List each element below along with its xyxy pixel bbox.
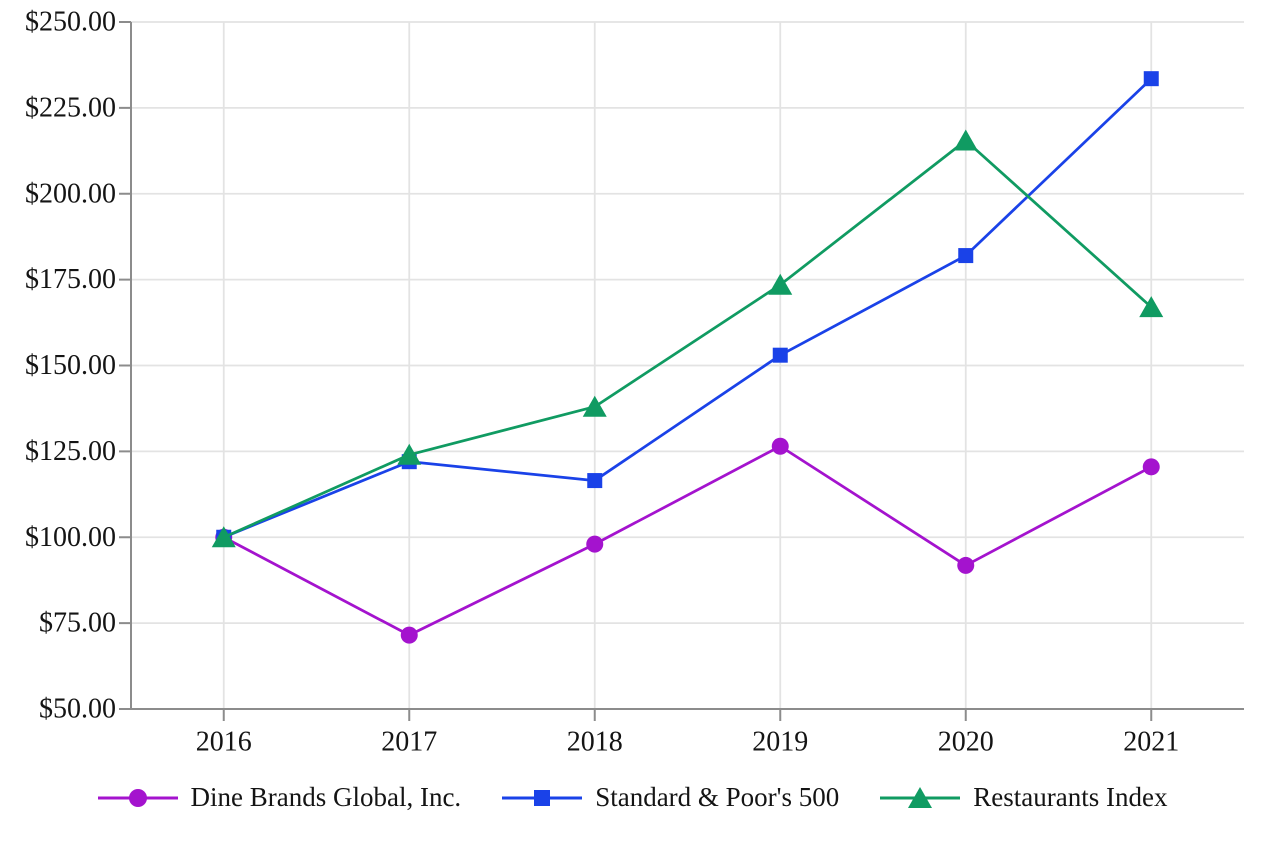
y-axis-tick-label: $250.00 bbox=[25, 7, 116, 38]
data-point-standard-poor-s-500-2018 bbox=[587, 473, 603, 489]
legend-item-dine-brands-global-inc: Dine Brands Global, Inc. bbox=[97, 782, 462, 813]
chart-legend: Dine Brands Global, Inc. Standard & Poor'… bbox=[0, 782, 1264, 813]
y-axis-tick-label: $175.00 bbox=[25, 264, 116, 295]
series-line-standard-poor-s-500 bbox=[222, 77, 1153, 539]
y-axis-tick-label: $125.00 bbox=[25, 436, 116, 467]
x-axis-tick-label: 2018 bbox=[567, 727, 623, 758]
x-axis-tick-label: 2020 bbox=[938, 727, 994, 758]
data-point-dine-brands-global-inc-2017 bbox=[400, 626, 418, 644]
circle-marker-icon bbox=[97, 788, 178, 807]
y-axis-tick-label: $225.00 bbox=[25, 92, 116, 123]
x-axis-tick-label: 2017 bbox=[381, 727, 437, 758]
legend-label: Standard & Poor's 500 bbox=[595, 782, 840, 812]
data-point-restaurants-index-2019 bbox=[768, 273, 793, 295]
data-point-restaurants-index-2020 bbox=[953, 129, 978, 151]
data-point-restaurants-index-2016 bbox=[211, 526, 236, 548]
square-marker-icon bbox=[502, 789, 583, 806]
y-axis-tick-label: $100.00 bbox=[25, 522, 116, 553]
x-axis-tick-label: 2019 bbox=[752, 727, 808, 758]
data-point-standard-poor-s-500-2021 bbox=[1143, 71, 1159, 87]
series-line-restaurants-index bbox=[222, 139, 1153, 539]
data-point-dine-brands-global-inc-2021 bbox=[1142, 458, 1160, 476]
x-axis-tick-label: 2021 bbox=[1123, 727, 1179, 758]
data-point-restaurants-index-2018 bbox=[582, 395, 607, 417]
data-point-restaurants-index-2021 bbox=[1139, 296, 1164, 318]
y-axis-tick-label: $150.00 bbox=[25, 350, 116, 381]
legend-label: Restaurants Index bbox=[973, 782, 1168, 812]
data-point-dine-brands-global-inc-2020 bbox=[957, 556, 975, 574]
series-line-dine-brands-global-inc bbox=[222, 444, 1153, 637]
triangle-marker-icon bbox=[880, 786, 961, 808]
legend-item-restaurants-index: Restaurants Index bbox=[879, 782, 1168, 813]
legend-label: Dine Brands Global, Inc. bbox=[190, 782, 462, 812]
data-point-dine-brands-global-inc-2018 bbox=[586, 535, 604, 553]
data-point-restaurants-index-2017 bbox=[397, 443, 422, 465]
y-axis-tick-label: $50.00 bbox=[39, 694, 116, 725]
legend-item-standard-poor-s-500: Standard & Poor's 500 bbox=[501, 782, 839, 813]
x-axis-tick-label: 2016 bbox=[196, 727, 252, 758]
stock-performance-chart: $50.00 $75.00 $100.00 $125.00 $150.00 $175.00… bbox=[25, 7, 1244, 758]
data-point-standard-poor-s-500-2019 bbox=[772, 347, 788, 363]
y-axis-tick-label: $75.00 bbox=[39, 608, 116, 639]
y-axis-tick-label: $200.00 bbox=[25, 178, 116, 209]
data-point-standard-poor-s-500-2020 bbox=[958, 248, 974, 264]
data-point-dine-brands-global-inc-2019 bbox=[771, 437, 789, 455]
